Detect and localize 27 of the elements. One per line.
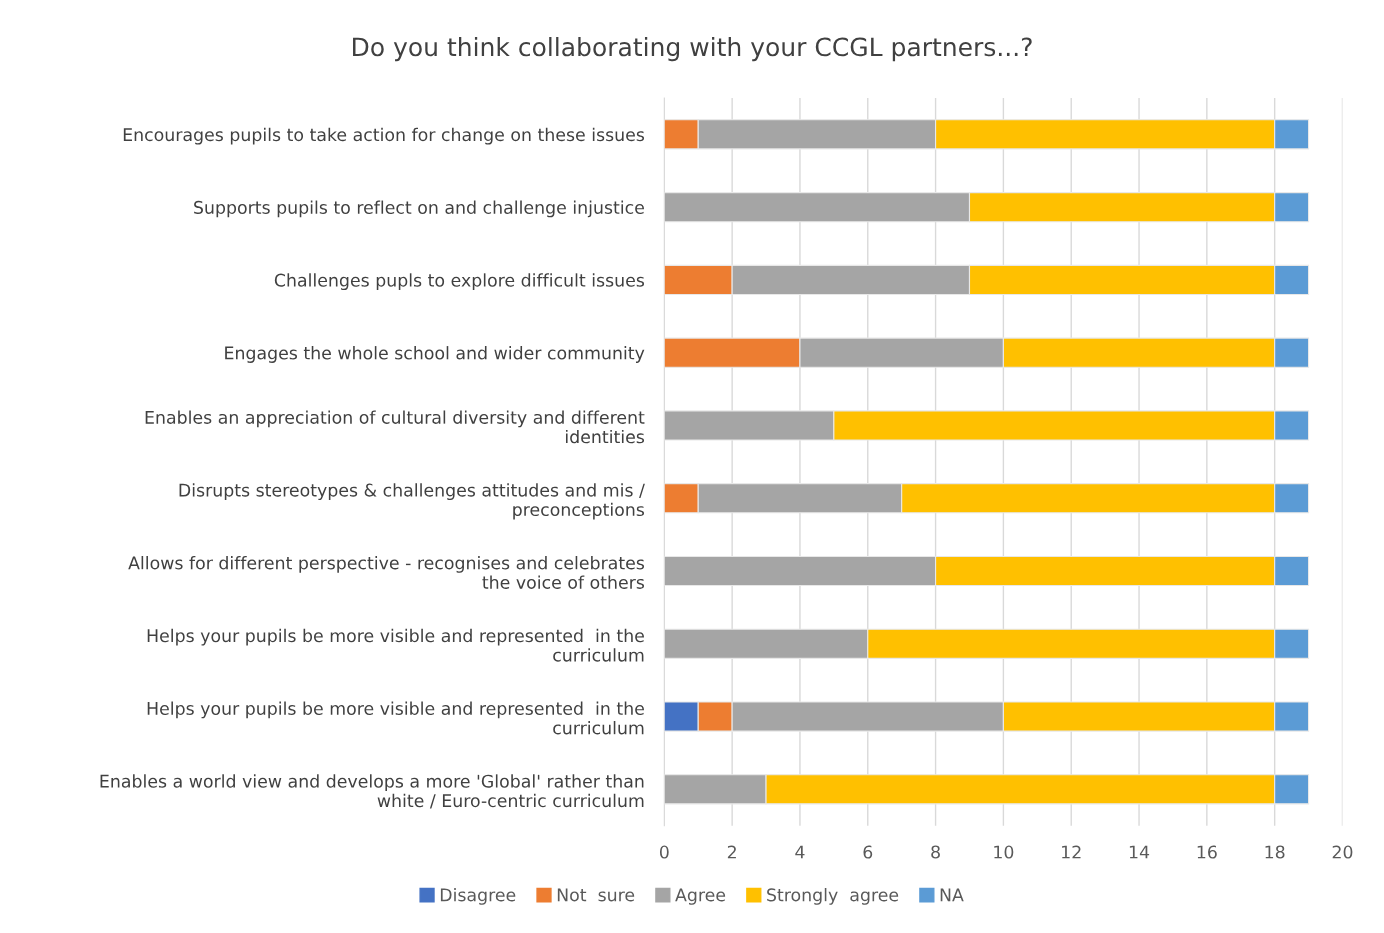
x-tick-label: 8 (931, 845, 940, 859)
x-tick-label: 20 (1332, 845, 1353, 859)
y-tick-label: Supports pupils to reflect on and challenge injustice (194, 200, 644, 218)
y-tick-label: Helps your pupils be more visible and represented in the curriculum (147, 701, 644, 735)
x-tick-label: 4 (795, 845, 805, 859)
legend-label: Agree (675, 888, 726, 905)
y-tick-label: Enables a world view and develops a more 'Global' rather than white / Euro-centric curriculum (100, 774, 644, 809)
y-tick-label: Challenges pupls to explore difficult issues (274, 273, 645, 291)
y-tick-label: Enables an appreciation of cultural diversity and different identities (145, 410, 645, 444)
legend-label: Strongly agree (767, 887, 899, 905)
x-tick-label: 0 (659, 845, 669, 859)
legend-label: NA (940, 888, 964, 902)
y-tick-label: Engages the whole school and wider community (225, 346, 645, 363)
legend-label: Not sure (557, 888, 635, 902)
y-tick-label: Allows for different perspective - recognises and celebrates the voice of others (128, 556, 645, 589)
y-tick-label: Helps your pupils be more visible and represented in the curriculum (147, 628, 644, 662)
y-tick-label: Disrupts stereotypes & challenges attitudes and mis / preconceptions (179, 483, 645, 520)
x-tick-label: 18 (1265, 845, 1285, 859)
x-tick-label: 10 (994, 845, 1014, 859)
x-tick-label: 16 (1197, 845, 1217, 859)
x-tick-label: 12 (1062, 845, 1081, 859)
x-tick-label: 14 (1129, 845, 1150, 859)
x-tick-label: 6 (863, 845, 873, 859)
chart-title: Do you think collaborating with your CCGL partners...? (353, 36, 1032, 62)
y-tick-label: Encourages pupils to take action for change on these issues (123, 127, 645, 145)
legend-label: Disagree (440, 887, 516, 905)
x-tick-label: 2 (727, 845, 736, 859)
